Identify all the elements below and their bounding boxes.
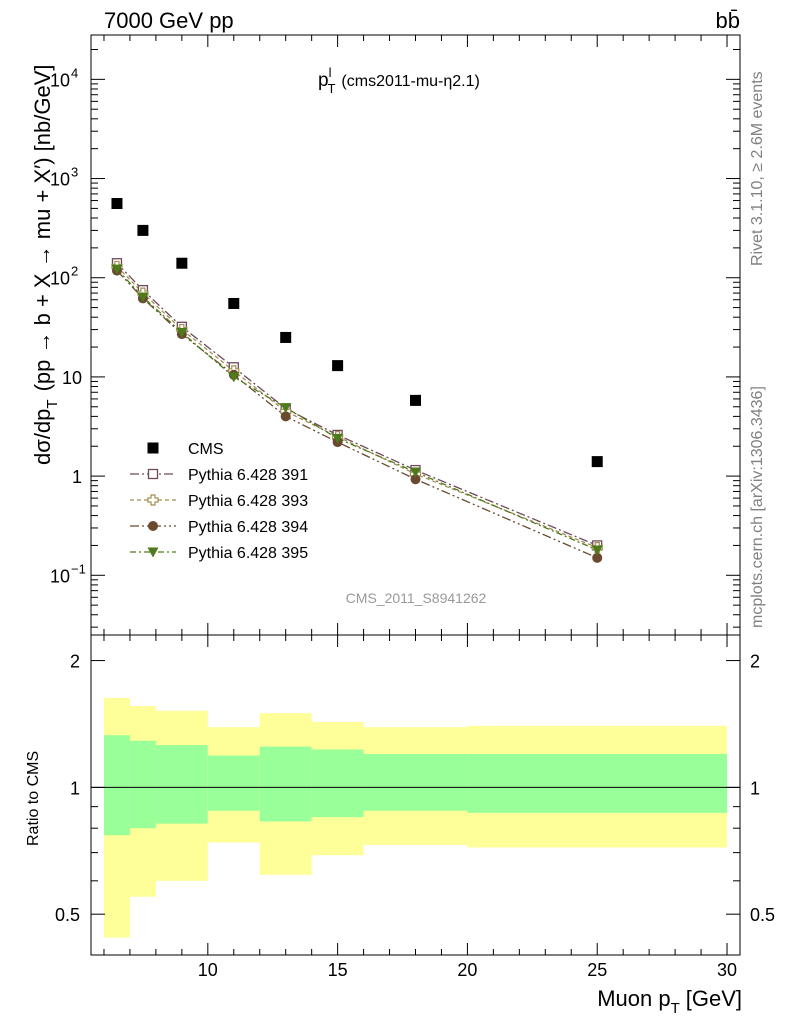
ratio-y-tick-label-right: 0.5 [750, 905, 775, 925]
data-point-s3-4 [280, 411, 291, 422]
ratio-band-inner [155, 745, 208, 824]
ratio-band-inner [467, 754, 728, 813]
data-point-s0-4 [280, 331, 292, 343]
ratio-band-inner [103, 735, 130, 836]
series-line-2 [116, 265, 598, 549]
legend-label-3: Pythia 6.428 394 [188, 519, 308, 536]
data-point-s4-7 [591, 545, 603, 556]
x-axis-title-sub: T [671, 1000, 680, 1017]
y-axis-title-rest: (pp → b + X → mu + X′) [nb/GeV] [30, 64, 55, 391]
plot-title: pl T (cms2011-mu-η2.1) [318, 65, 480, 96]
data-point-s4-3 [228, 372, 240, 383]
ratio-band-inner [363, 754, 468, 811]
data-point-s0-1 [137, 224, 149, 236]
series-line-3 [116, 270, 598, 559]
data-point-s0-7 [591, 456, 603, 468]
x-tick-label: 15 [328, 960, 348, 980]
legend-label-2: Pythia 6.428 393 [188, 493, 308, 510]
plot-title-main: p [318, 70, 329, 91]
data-point-s4-1 [137, 292, 149, 303]
series-line-1 [116, 262, 598, 547]
data-point-s0-2 [176, 257, 188, 269]
x-tick-label: 10 [198, 960, 218, 980]
legend: CMS Pythia 6.428 391 Pythia 6.428 393 Pythi… [130, 441, 308, 562]
ratio-y-tick-label-right: 2 [750, 652, 760, 672]
legend-marker-2 [147, 494, 159, 506]
ratio-band-inner [311, 749, 364, 818]
data-point-s4-5 [332, 433, 344, 444]
data-point-s4-6 [410, 467, 421, 478]
ratio-band-inner [259, 746, 312, 822]
y-tick-label: 10 [62, 368, 82, 388]
legend-marker-0 [147, 442, 159, 454]
x-tick-label: 30 [717, 960, 737, 980]
ratio-y-tick-label-right: 1 [750, 778, 760, 798]
data-point-s0-6 [410, 394, 421, 406]
plot-title-sup: l [329, 65, 332, 80]
ratio-plot-frame [90, 634, 741, 956]
ratio-y-tick-label-left: 1 [70, 778, 80, 798]
ratio-y-tick-label-left: 2 [70, 652, 80, 672]
series-line-4 [116, 268, 598, 551]
y-tick-exponent: −1 [71, 561, 86, 576]
ratio-band-inner [207, 755, 260, 811]
x-axis-title-main: Muon p [597, 986, 670, 1011]
ratio-y-tick-label-left: 0.5 [55, 905, 80, 925]
y-axis-title-sub: T [44, 399, 61, 408]
y-axis-title-main: dσ/dpT (pp → b + X → mu + X′) [nb/GeV] [30, 64, 61, 465]
plot-title-detail: (cms2011-mu-η2.1) [341, 73, 479, 90]
data-point-s0-3 [228, 297, 240, 309]
series-lines [116, 262, 598, 559]
watermark-label: CMS_2011_S8941262 [346, 590, 487, 606]
y-tick-exponent: 4 [71, 65, 78, 80]
legend-marker-4 [147, 547, 159, 558]
y-tick-exponent: 3 [71, 165, 78, 180]
legend-label-1: Pythia 6.428 391 [188, 467, 308, 484]
x-axis-title: Muon pT [GeV] [597, 986, 742, 1017]
data-point-s3-7 [592, 552, 603, 563]
rivet-label: Rivet 3.1.10, ≥ 2.6M events [749, 71, 766, 266]
y-axis-title-ratio: Ratio to CMS [25, 751, 42, 846]
legend-marker-1 [147, 468, 159, 480]
y-tick-label: 10 [50, 70, 70, 90]
x-tick-label: 20 [457, 960, 477, 980]
y-axis-title-d: dσ/dp [30, 409, 55, 465]
plot-title-sub: T [327, 81, 335, 96]
data-point-s4-0 [111, 264, 123, 275]
data-point-s0-0 [111, 198, 123, 210]
data-point-s4-4 [280, 403, 292, 414]
data-point-s3-6 [410, 474, 421, 485]
data-point-s0-5 [332, 360, 344, 372]
ratio-band-inner [129, 740, 156, 829]
ratio-bands [91, 697, 740, 938]
x-axis-title-unit: [GeV] [686, 986, 742, 1011]
y-tick-label: 10 [50, 566, 70, 586]
legend-label-0: CMS [188, 441, 224, 458]
process-label: bb̄ [716, 8, 740, 33]
mcplots-label: mcplots.cern.ch [arXiv:1306.3436] [749, 386, 766, 628]
data-point-s4-2 [176, 328, 188, 339]
y-tick-label: 10 [50, 269, 70, 289]
series-markers [111, 198, 603, 563]
y-tick-label: 1 [72, 467, 82, 487]
legend-marker-3 [148, 521, 158, 531]
y-tick-exponent: 2 [71, 264, 78, 279]
energy-label: 7000 GeV pp [104, 8, 234, 33]
y-tick-label: 10 [50, 170, 70, 190]
legend-label-4: Pythia 6.428 395 [188, 545, 308, 562]
x-tick-label: 25 [587, 960, 607, 980]
